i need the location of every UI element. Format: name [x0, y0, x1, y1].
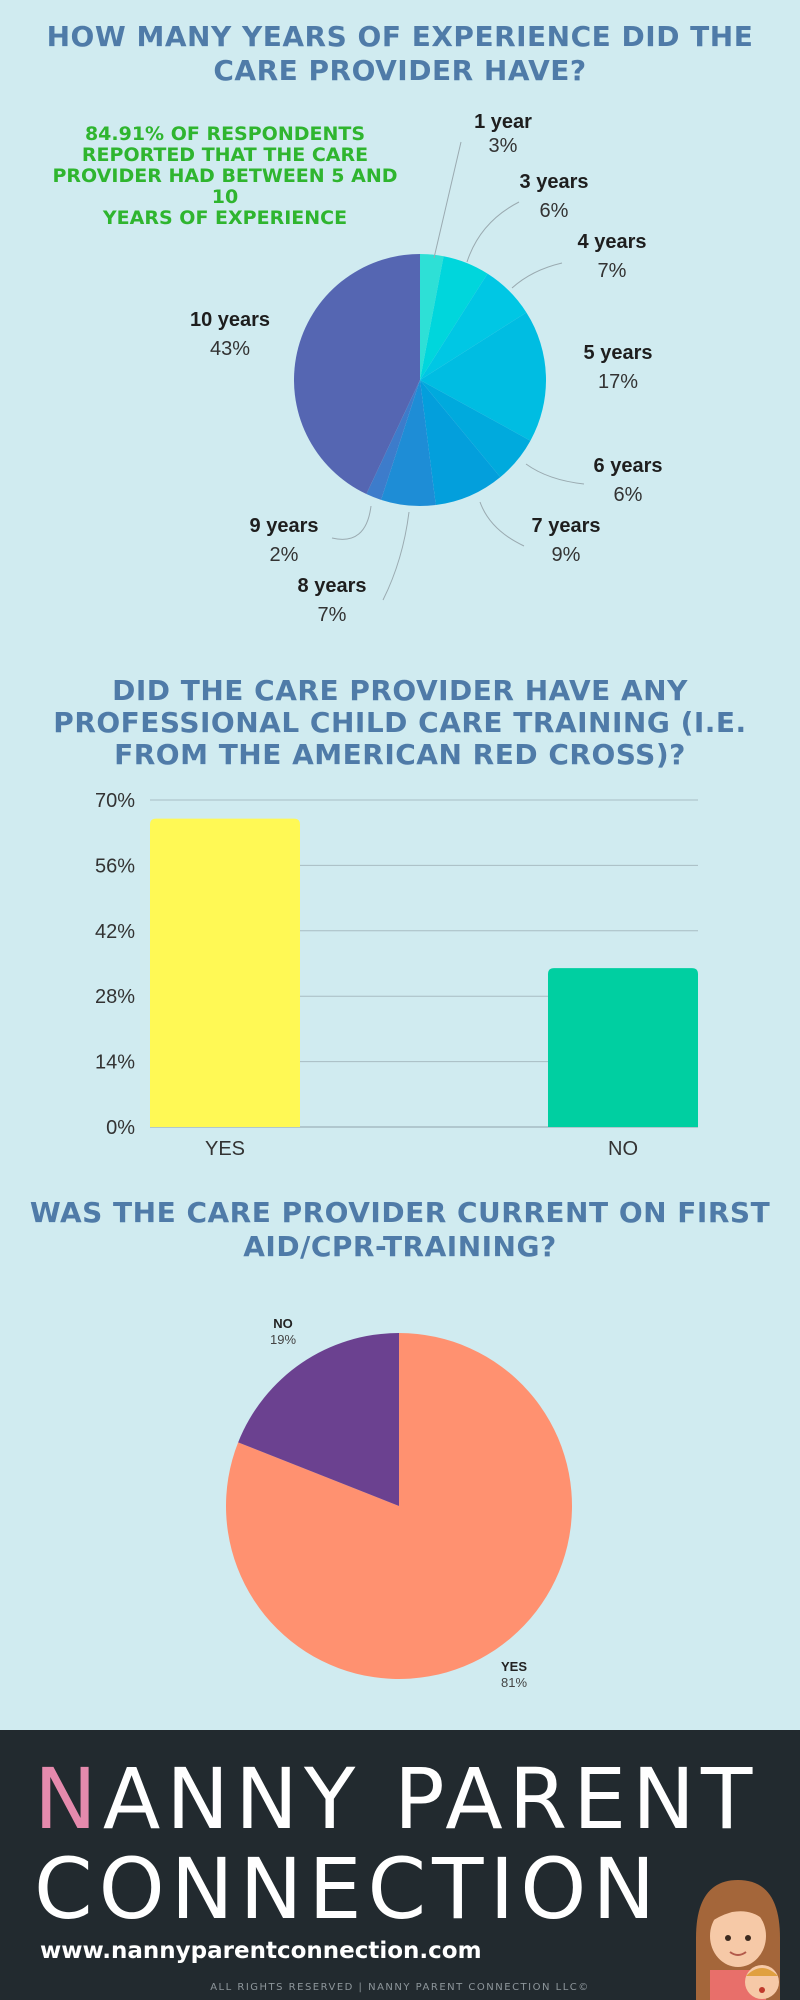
slice-value-3-years: 6%	[540, 200, 569, 222]
slice-value-8-years: 7%	[318, 604, 347, 626]
slice-value-1-year: 3%	[489, 135, 518, 157]
slice-value-no: 19%	[270, 1332, 296, 1347]
leader-line-7-years	[479, 501, 525, 547]
pie-slice-1-year	[420, 254, 444, 380]
slice-label-10-years: 10 years	[190, 309, 270, 331]
slice-label-7-years: 7 years	[532, 515, 601, 537]
slice-label-6-years: 6 years	[594, 455, 663, 477]
brand-rest: ANNY PARENT	[102, 1750, 759, 1848]
slice-label-yes: YES	[501, 1659, 527, 1674]
y-tick-label-28: 28%	[95, 986, 135, 1008]
slice-value-4-years: 7%	[598, 260, 627, 282]
experience-note: 84.91% OF RESPONDENTS REPORTED THAT THE …	[40, 124, 410, 229]
slice-value-yes: 81%	[501, 1675, 527, 1690]
y-tick-label-56: 56%	[95, 855, 135, 877]
pie-slice-3-years	[420, 256, 488, 380]
leader-line-6-years	[525, 463, 585, 485]
slice-label-1-year: 1 year	[474, 111, 532, 133]
section2-title-line1: DID THE CARE PROVIDER HAVE ANY	[112, 674, 688, 707]
slice-value-10-years: 43%	[210, 338, 250, 360]
x-tick-label-yes: YES	[205, 1138, 245, 1160]
pie-slice-7-years	[420, 380, 501, 506]
slice-value-5-years: 17%	[598, 371, 638, 393]
y-tick-label-42: 42%	[95, 921, 135, 943]
pie-slice-10-years	[294, 254, 420, 495]
slice-value-9-years: 2%	[270, 544, 299, 566]
leader-line-9-years	[331, 505, 372, 540]
note-line-1: 84.91% OF RESPONDENTS	[84, 123, 366, 145]
brand-initial: N	[34, 1750, 103, 1848]
leader-line-3-years	[466, 201, 520, 263]
note-line-4: YEARS OF EXPERIENCE	[102, 207, 348, 229]
bar-yes	[150, 818, 300, 1127]
bar-no	[548, 968, 698, 1127]
x-tick-label-no: NO	[608, 1138, 638, 1160]
slice-label-8-years: 8 years	[298, 575, 367, 597]
note-line-3: PROVIDER HAD BETWEEN 5 AND 10	[52, 165, 398, 208]
slice-value-6-years: 6%	[614, 484, 643, 506]
pie-slice-4-years	[420, 273, 527, 380]
pie-slice-8-years	[381, 380, 436, 506]
pie-slice-9-years	[366, 380, 420, 500]
section3-title-line1: WAS THE CARE PROVIDER CURRENT ON FIRST	[29, 1196, 771, 1229]
slice-label-4-years: 4 years	[578, 231, 647, 253]
training-bar-chart: 0% 14% 28% 42% 56% 70% YES NO	[95, 790, 698, 1160]
pie-slice-5-years	[420, 312, 546, 441]
slice-value-7-years: 9%	[552, 544, 581, 566]
pie-slice-no	[238, 1333, 399, 1506]
brand-line-2: CONNECTION	[34, 1840, 662, 1938]
y-tick-label-14: 14%	[95, 1052, 135, 1074]
slice-label-3-years: 3 years	[520, 171, 589, 193]
y-tick-label-70: 70%	[95, 790, 135, 812]
footer: NANNY PARENT CONNECTION www.nannyparentc…	[0, 1730, 800, 2000]
pie-slice-6-years	[420, 380, 531, 478]
leader-line-4-years	[511, 262, 563, 289]
slice-label-5-years: 5 years	[584, 342, 653, 364]
section2-title-line2: PROFESSIONAL CHILD CARE TRAINING (I.E.	[53, 706, 747, 739]
section1-title-line2: CARE PROVIDER HAVE?	[213, 54, 587, 87]
section3-title-line2: AID/CPR-TRAINING?	[243, 1230, 557, 1263]
y-tick-label-0: 0%	[106, 1117, 135, 1139]
leader-line-1-year	[433, 141, 462, 259]
copyright-text: ALL RIGHTS RESERVED | NANNY PARENT CONNE…	[210, 1982, 590, 1993]
note-line-2: REPORTED THAT THE CARE	[81, 144, 369, 166]
leader-line-8-years	[382, 511, 410, 601]
brand-line-1: NANNY PARENT	[34, 1754, 758, 1844]
slice-label-no: NO	[273, 1316, 293, 1331]
section1-title-line1: HOW MANY YEARS OF EXPERIENCE DID THE	[46, 20, 754, 53]
website-link[interactable]: www.nannyparentconnection.com	[40, 1938, 482, 1964]
section2-title-line3: FROM THE AMERICAN RED CROSS)?	[114, 738, 686, 771]
slice-label-9-years: 9 years	[250, 515, 319, 537]
nanny-avatar-icon	[696, 1880, 780, 2000]
